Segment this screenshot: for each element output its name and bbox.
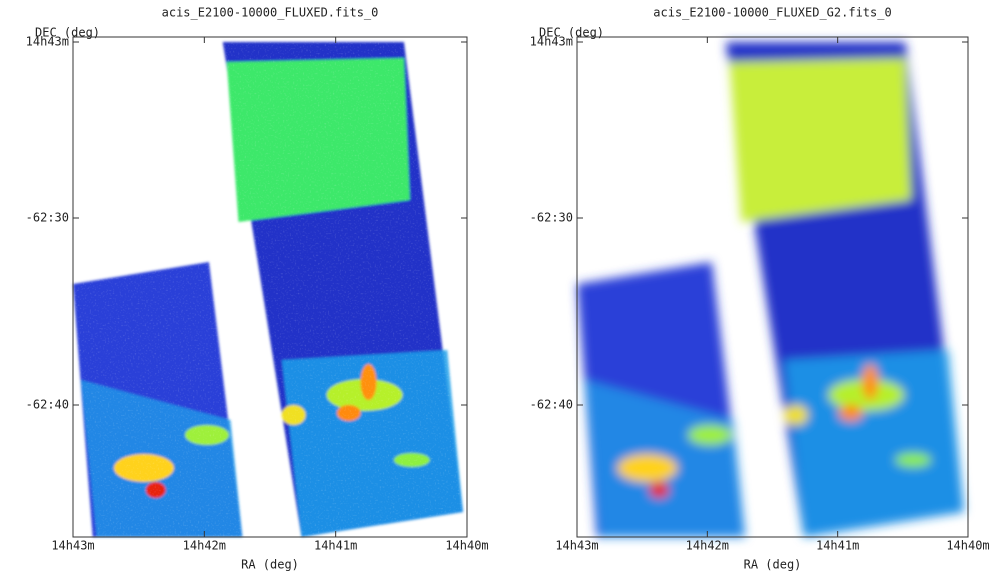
x-axis-label: RA (deg) (241, 558, 299, 572)
frame (72, 36, 468, 538)
x-tick-label: 14h43m (555, 539, 598, 553)
y-tick-label: -62:30 (26, 211, 69, 225)
x-axis-label: RA (deg) (744, 558, 802, 572)
y-tick-label: -62:30 (530, 211, 573, 225)
x-tick-label: 14h40m (445, 539, 488, 553)
y-axis-label: DEC (deg) (35, 26, 100, 40)
hotspot (838, 405, 863, 421)
panel: acis_E2100-10000_FLUXED.fits_0 DEC (deg) R… (26, 6, 489, 572)
hotspot (617, 454, 678, 482)
hotspot (895, 453, 932, 467)
y-tick-label: -62:40 (530, 398, 573, 412)
strip-top-chip (729, 58, 912, 222)
noise (73, 37, 467, 537)
x-tick-label: 14h42m (686, 539, 729, 553)
image (577, 42, 965, 537)
y-tick-label: 14h43m (530, 35, 573, 49)
panel: acis_E2100-10000_FLUXED_G2.fits_0 DEC (de… (530, 6, 990, 572)
x-tick-label: 14h41m (816, 539, 859, 553)
hotspot (783, 405, 808, 425)
hotspot (649, 482, 670, 498)
x-tick-label: 14h42m (183, 539, 226, 553)
panel-title: acis_E2100-10000_FLUXED_G2.fits_0 (653, 6, 891, 20)
y-tick-label: -62:40 (26, 398, 69, 412)
y-axis-label: DEC (deg) (539, 26, 604, 40)
x-tick-label: 14h40m (946, 539, 989, 553)
frame (576, 36, 969, 538)
hotspot (687, 425, 732, 445)
panel-title: acis_E2100-10000_FLUXED.fits_0 (162, 6, 379, 20)
x-tick-label: 14h43m (51, 539, 94, 553)
hotspot (862, 364, 879, 400)
x-tick-label: 14h41m (314, 539, 357, 553)
y-tick-label: 14h43m (26, 35, 69, 49)
